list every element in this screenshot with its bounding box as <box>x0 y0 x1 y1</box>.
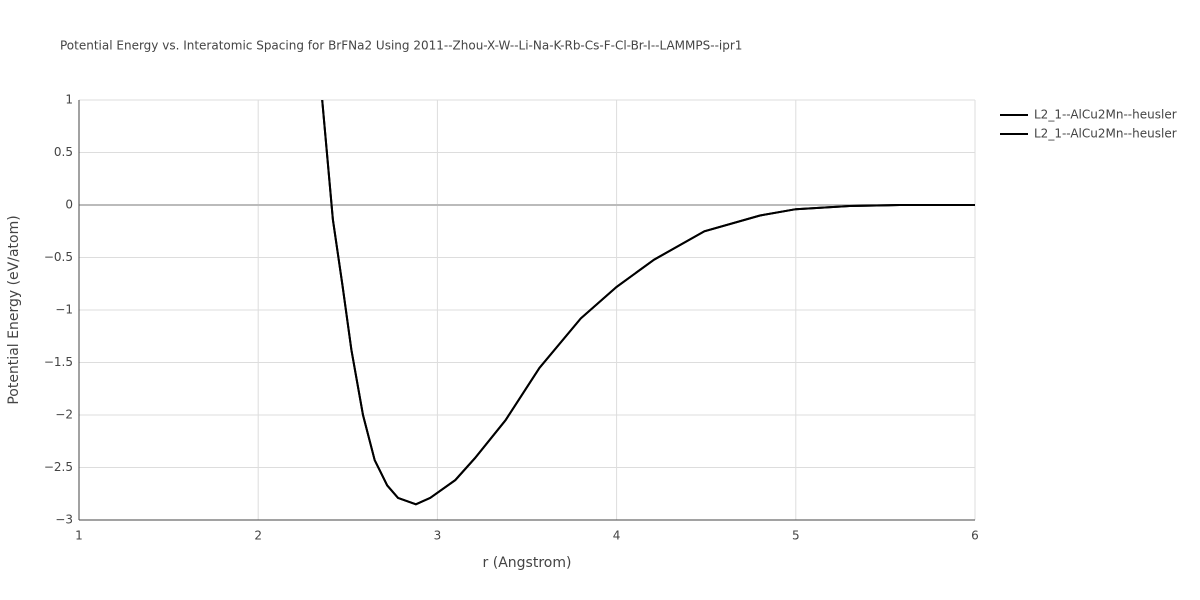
y-tick-label: −1 <box>55 303 73 317</box>
series-line <box>321 100 975 506</box>
y-tick-label: −3 <box>55 513 73 527</box>
x-tick-label: 6 <box>971 529 979 543</box>
y-tick-label: −2 <box>55 408 73 422</box>
y-axis-title: Potential Energy (eV/atom) <box>6 215 22 404</box>
x-tick-label: 5 <box>792 529 800 543</box>
y-tick-label: 1 <box>65 93 73 107</box>
y-tick-label: 0.5 <box>54 145 73 159</box>
y-tick-label: −0.5 <box>44 250 73 264</box>
x-tick-label: 3 <box>434 529 442 543</box>
legend-label: L2_1--AlCu2Mn--heusler <box>1034 127 1177 141</box>
series-line <box>321 100 975 506</box>
y-tick-label: −2.5 <box>44 460 73 474</box>
chart-title: Potential Energy vs. Interatomic Spacing… <box>60 39 742 53</box>
y-tick-label: 0 <box>65 198 73 212</box>
y-tick-label: −1.5 <box>44 355 73 369</box>
x-tick-label: 4 <box>613 529 621 543</box>
x-axis-title: r (Angstrom) <box>483 555 572 571</box>
legend-label: L2_1--AlCu2Mn--heusler <box>1034 108 1177 122</box>
x-tick-label: 2 <box>254 529 262 543</box>
x-tick-label: 1 <box>75 529 83 543</box>
